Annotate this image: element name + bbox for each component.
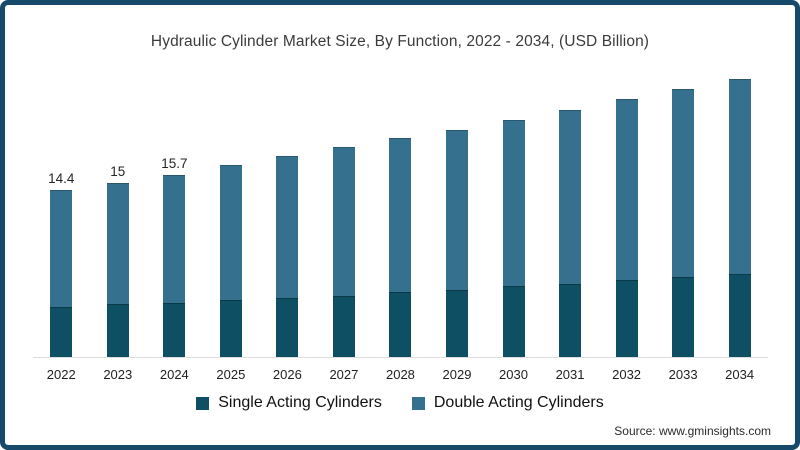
bar-2030 <box>485 5 542 357</box>
bar-segment-single-acting <box>502 286 525 357</box>
legend: Single Acting Cylinders Double Acting Cy… <box>5 394 795 412</box>
bar-2031 <box>542 5 599 357</box>
bar-2023: 15 <box>90 5 147 357</box>
bar-segment-double-acting <box>445 129 468 290</box>
bar-segment-double-acting <box>106 183 129 304</box>
bar-segment-single-acting <box>728 273 751 357</box>
bar-2034 <box>711 5 768 357</box>
legend-swatch-double-acting-icon <box>411 396 425 410</box>
x-axis-label-2028: 2028 <box>385 367 415 382</box>
source-attribution: Source: www.gminsights.com <box>614 424 771 438</box>
bar-2026 <box>259 5 316 357</box>
bar-segment-double-acting <box>559 109 582 284</box>
x-axis-label-2026: 2026 <box>272 367 302 382</box>
bar-segment-single-acting <box>389 292 412 357</box>
legend-label-double-acting: Double Acting Cylinders <box>433 394 604 411</box>
bar-2024: 15.7 <box>146 5 203 357</box>
bar-segment-double-acting <box>276 156 299 298</box>
bar-2032 <box>598 5 655 357</box>
x-axis-label-2024: 2024 <box>159 367 189 382</box>
bar-2033 <box>655 5 712 357</box>
bar-segment-single-acting <box>106 303 129 357</box>
x-axis-label-2025: 2025 <box>216 367 246 382</box>
legend-swatch-single-acting-icon <box>196 396 210 410</box>
bar-segment-double-acting <box>163 174 186 303</box>
bar-segment-single-acting <box>219 300 242 357</box>
x-axis-label-2031: 2031 <box>555 367 585 382</box>
x-axis-label-2030: 2030 <box>499 367 528 382</box>
bar-2028 <box>372 5 429 357</box>
bar-2029 <box>429 5 486 357</box>
x-axis-labels: 2022 2023 2024 2025 2026 2027 2028 2029 2030 2031… <box>33 367 768 382</box>
bar-segment-double-acting <box>50 189 73 308</box>
x-axis-label-2029: 2029 <box>442 367 472 382</box>
bar-segment-double-acting <box>502 120 525 287</box>
bar-segment-single-acting <box>445 289 468 357</box>
x-axis-label-2022: 2022 <box>46 367 76 382</box>
chart-title: Hydraulic Cylinder Market Size, By Funct… <box>150 33 650 50</box>
x-axis-label-2032: 2032 <box>612 367 642 382</box>
bar-segment-double-acting <box>332 147 355 296</box>
bar-segment-double-acting <box>389 137 412 292</box>
x-axis-label-2034: 2034 <box>725 367 755 382</box>
bar-value-label-2024: 15.7 <box>161 155 188 171</box>
bar-segment-double-acting <box>219 164 242 301</box>
bar-segment-single-acting <box>672 277 695 357</box>
bar-value-label-2022: 14.4 <box>48 170 75 186</box>
bar-segment-double-acting <box>728 78 751 274</box>
bar-segment-single-acting <box>332 295 355 357</box>
bar-segment-single-acting <box>559 283 582 357</box>
bar-value-label-2023: 15 <box>110 164 126 180</box>
bar-2027 <box>316 5 373 357</box>
x-axis-label-2023: 2023 <box>103 367 133 382</box>
x-axis-label-2033: 2033 <box>668 367 698 382</box>
legend-item-single-acting: Single Acting Cylinders <box>196 394 382 412</box>
bar-2022: 14.4 <box>33 5 90 357</box>
bar-2025 <box>203 5 260 357</box>
bar-segment-single-acting <box>163 302 186 357</box>
legend-item-double-acting: Double Acting Cylinders <box>411 394 604 412</box>
legend-label-single-acting: Single Acting Cylinders <box>218 394 382 411</box>
plot-area: 14.4 15 15.7 <box>33 5 768 358</box>
bar-segment-double-acting <box>672 89 695 277</box>
x-axis-label-2027: 2027 <box>329 367 359 382</box>
bar-segment-single-acting <box>276 297 299 357</box>
bar-segment-single-acting <box>615 280 638 357</box>
bar-segment-single-acting <box>50 307 73 357</box>
bar-segment-double-acting <box>615 99 638 281</box>
